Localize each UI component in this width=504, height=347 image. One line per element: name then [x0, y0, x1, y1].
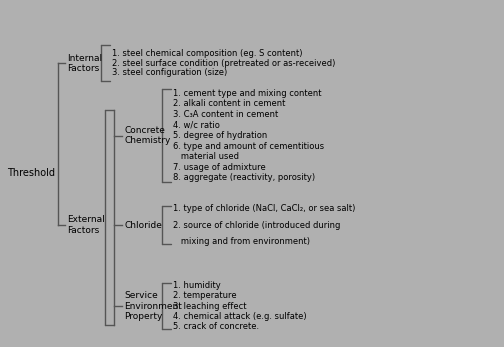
Text: Internal
Factors: Internal Factors [68, 54, 103, 73]
Text: 8. aggregate (reactivity, porosity): 8. aggregate (reactivity, porosity) [173, 174, 315, 183]
Text: 6. type and amount of cementitious: 6. type and amount of cementitious [173, 142, 324, 151]
Text: Service
Environment
Property: Service Environment Property [124, 291, 182, 321]
Text: 3. C₃A content in cement: 3. C₃A content in cement [173, 110, 278, 119]
Text: 2. alkali content in cement: 2. alkali content in cement [173, 99, 285, 108]
Text: 1. type of chloride (NaCl, CaCl₂, or sea salt): 1. type of chloride (NaCl, CaCl₂, or sea… [173, 204, 355, 213]
Text: 7. usage of admixture: 7. usage of admixture [173, 163, 266, 172]
Text: 2. temperature: 2. temperature [173, 291, 236, 300]
Text: 2. source of chloride (introduced during: 2. source of chloride (introduced during [173, 221, 340, 230]
Text: 2. steel surface condition (pretreated or as-received): 2. steel surface condition (pretreated o… [112, 59, 336, 68]
Text: Chloride: Chloride [124, 221, 162, 230]
Text: 4. chemical attack (e.g. sulfate): 4. chemical attack (e.g. sulfate) [173, 312, 306, 321]
Text: 5. crack of concrete.: 5. crack of concrete. [173, 322, 259, 331]
Text: 5. degree of hydration: 5. degree of hydration [173, 131, 267, 140]
Text: Concrete
Chemistry: Concrete Chemistry [124, 126, 170, 145]
Text: 4. w/c ratio: 4. w/c ratio [173, 120, 220, 129]
Text: Threshold: Threshold [8, 169, 55, 178]
Text: 1. humidity: 1. humidity [173, 281, 221, 290]
Text: mixing and from environment): mixing and from environment) [173, 237, 310, 246]
Text: 1. steel chemical composition (eg. S content): 1. steel chemical composition (eg. S con… [112, 49, 303, 58]
Text: 3. steel configuration (size): 3. steel configuration (size) [112, 68, 227, 77]
Text: material used: material used [173, 152, 239, 161]
Text: 1. cement type and mixing content: 1. cement type and mixing content [173, 89, 322, 98]
Text: External
Factors: External Factors [68, 215, 105, 235]
Text: 3. leaching effect: 3. leaching effect [173, 302, 246, 311]
